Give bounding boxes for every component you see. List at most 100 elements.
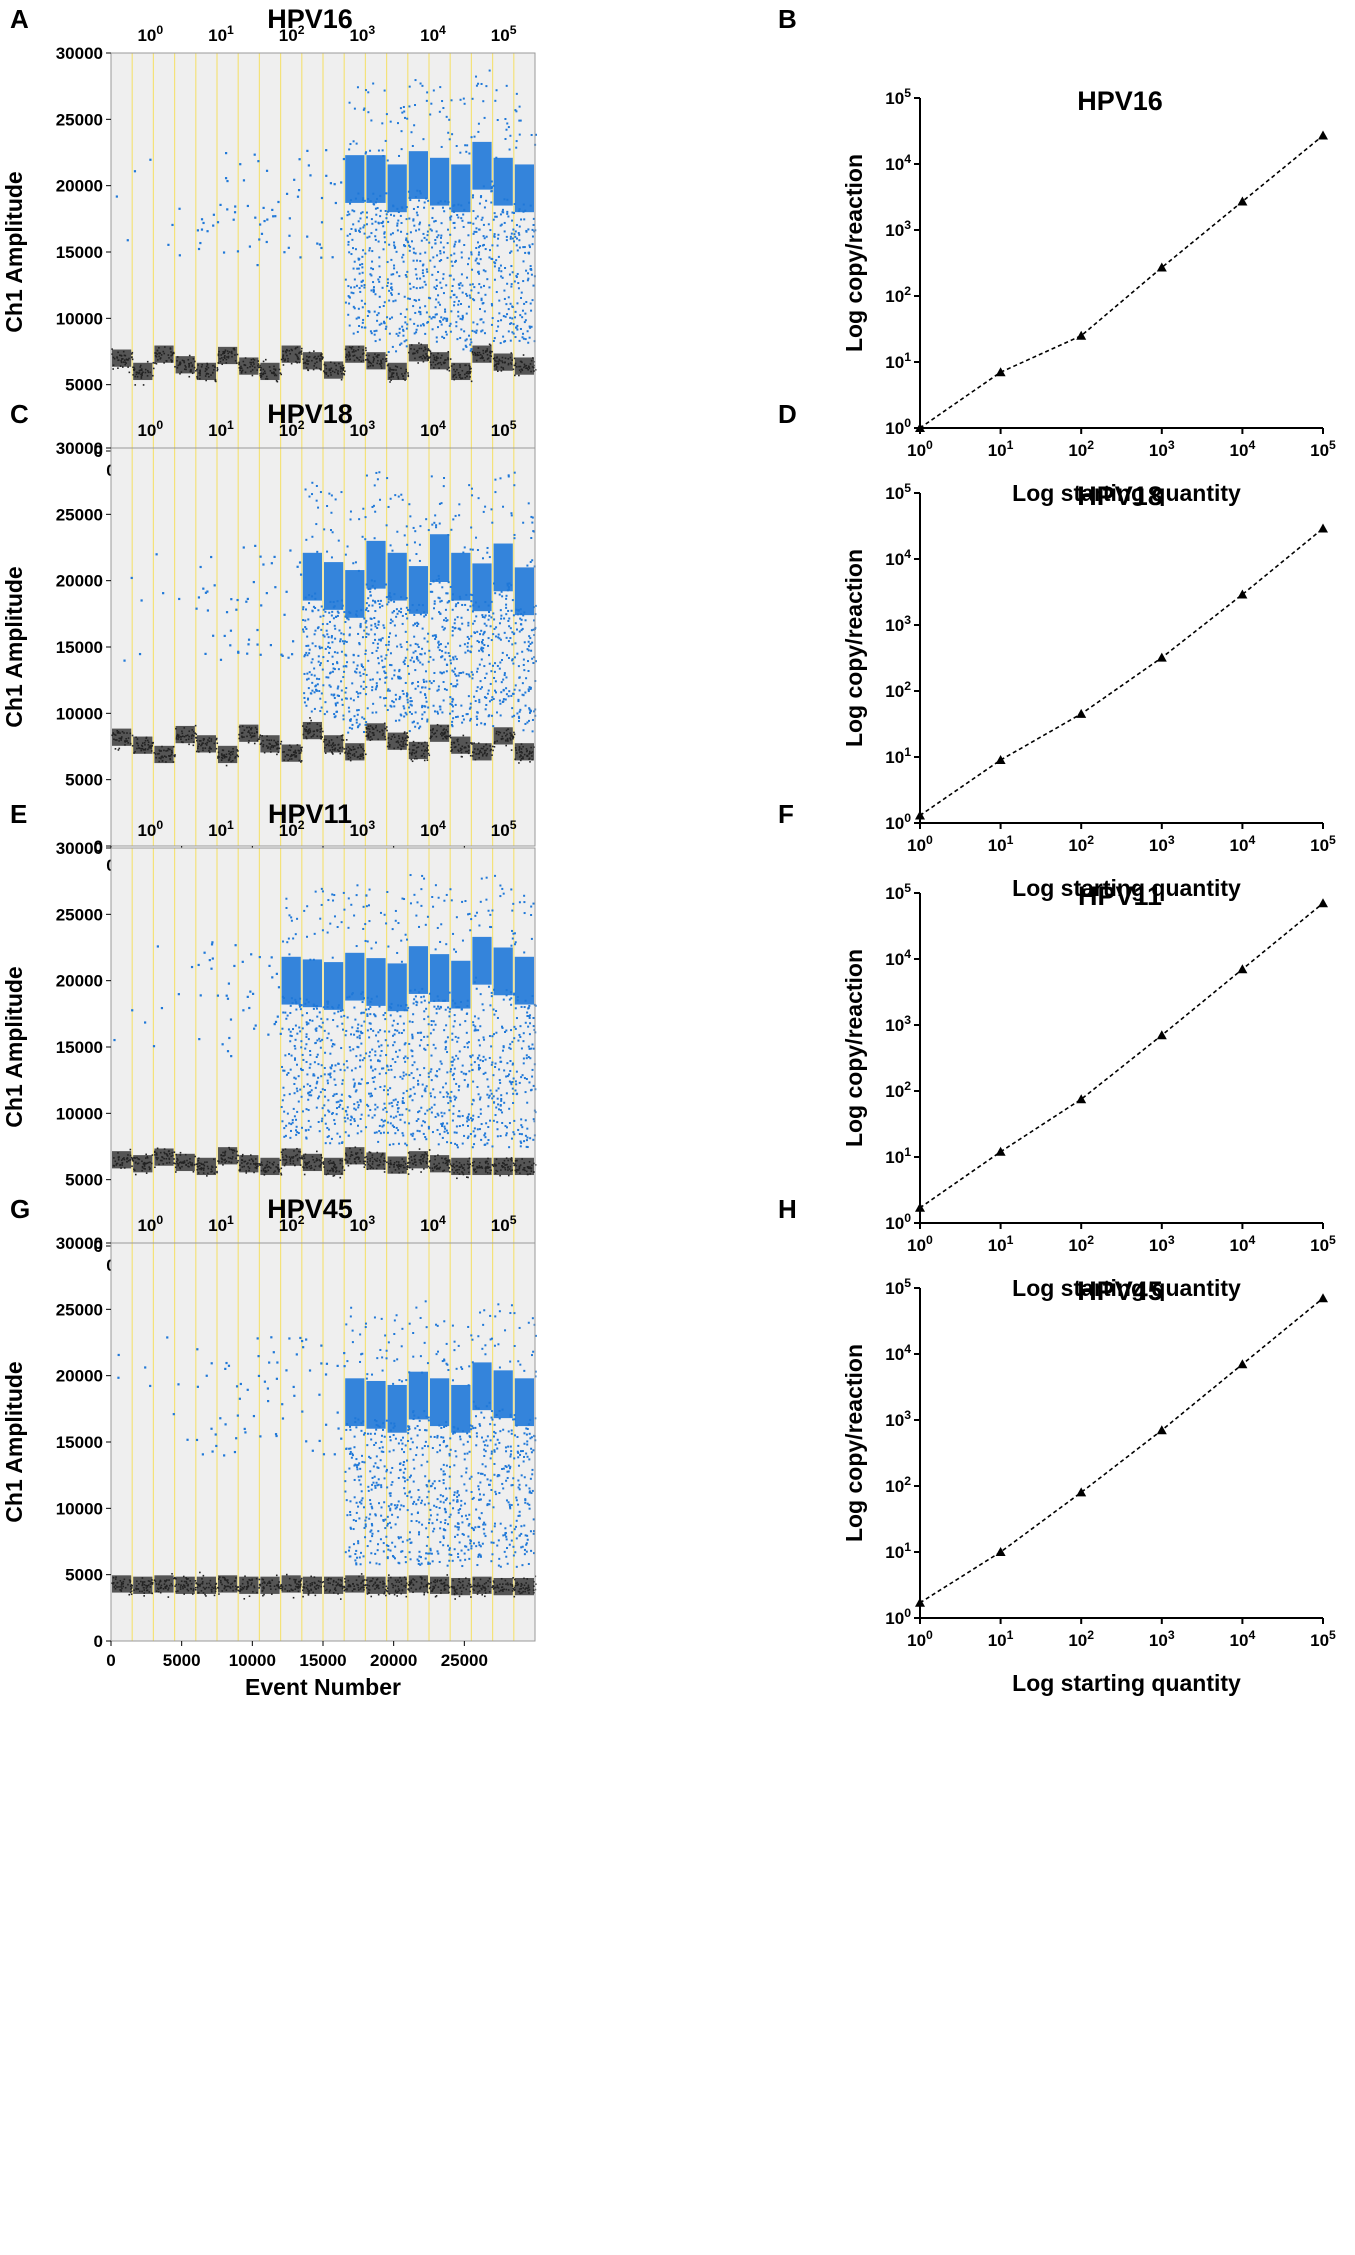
positive-droplet — [499, 609, 502, 612]
negative-droplet — [377, 1164, 380, 1167]
positive-droplet — [488, 556, 491, 559]
negative-droplet — [519, 365, 522, 368]
positive-droplet — [510, 584, 513, 587]
negative-droplet — [411, 1162, 414, 1165]
negative-droplet — [467, 745, 470, 747]
positive-droplet — [490, 323, 493, 326]
positive-droplet — [472, 222, 475, 225]
negative-droplet — [349, 752, 352, 755]
negative-droplet — [221, 357, 223, 359]
negative-droplet — [337, 370, 339, 372]
negative-droplet — [499, 1174, 501, 1177]
positive-droplet — [519, 119, 522, 122]
negative-droplet — [258, 736, 261, 738]
positive-droplet — [383, 89, 386, 92]
positive-droplet — [442, 318, 445, 321]
positive-droplet — [359, 227, 362, 230]
positive-droplet — [210, 967, 213, 970]
negative-droplet — [485, 754, 488, 757]
negative-droplet — [351, 351, 354, 353]
positive-droplet — [405, 345, 408, 348]
negative-droplet — [501, 1161, 504, 1164]
positive-droplet — [417, 685, 420, 688]
negative-droplet — [303, 1166, 305, 1169]
negative-droplet — [305, 737, 308, 740]
positive-droplet — [360, 299, 363, 302]
positive-droplet — [489, 682, 492, 685]
negative-droplet — [237, 1154, 239, 1157]
positive-droplet — [484, 270, 487, 273]
positive-droplet — [479, 318, 482, 321]
negative-droplet — [466, 1163, 469, 1165]
negative-droplet — [392, 369, 395, 371]
positive-droplet — [405, 339, 408, 342]
negative-droplet — [444, 735, 446, 738]
positive-droplet — [349, 233, 352, 236]
negative-droplet — [328, 744, 330, 747]
positive-droplet — [533, 230, 536, 233]
negative-droplet — [194, 732, 196, 735]
positive-droplet — [488, 286, 491, 289]
positive-droplet — [383, 670, 386, 673]
positive-droplet — [301, 1126, 304, 1129]
negative-droplet — [410, 1156, 413, 1158]
negative-droplet — [154, 362, 156, 364]
negative-droplet — [204, 747, 207, 750]
negative-droplet — [428, 356, 430, 359]
negative-droplet — [114, 748, 117, 750]
negative-droplet — [475, 1170, 478, 1173]
positive-band — [366, 155, 386, 203]
positive-droplet — [367, 198, 370, 201]
negative-droplet — [189, 1158, 191, 1160]
negative-droplet — [117, 367, 119, 369]
negative-droplet — [346, 358, 349, 361]
negative-droplet — [448, 1167, 450, 1169]
negative-droplet — [372, 364, 374, 367]
positive-droplet — [499, 702, 502, 705]
positive-droplet — [458, 287, 461, 290]
positive-droplet — [304, 619, 307, 622]
positive-droplet — [427, 706, 430, 709]
positive-droplet — [480, 82, 483, 85]
negative-droplet — [418, 1148, 421, 1150]
negative-droplet — [416, 757, 418, 760]
negative-droplet — [315, 1157, 318, 1160]
negative-droplet — [344, 370, 346, 373]
positive-droplet — [516, 328, 519, 331]
positive-droplet — [319, 662, 322, 665]
positive-droplet — [391, 611, 394, 614]
positive-droplet — [344, 278, 347, 281]
negative-droplet — [184, 364, 186, 367]
negative-droplet — [433, 356, 436, 359]
positive-droplet — [387, 648, 390, 651]
positive-droplet — [450, 703, 453, 706]
positive-droplet — [487, 689, 490, 692]
positive-droplet — [372, 268, 375, 271]
negative-droplet — [185, 739, 188, 741]
positive-droplet — [480, 195, 483, 198]
negative-droplet — [217, 353, 220, 355]
negative-droplet — [246, 726, 248, 729]
negative-droplet — [335, 1167, 337, 1170]
negative-droplet — [308, 722, 311, 725]
negative-droplet — [324, 752, 327, 754]
negative-droplet — [212, 364, 214, 367]
positive-droplet — [438, 611, 441, 614]
negative-droplet — [321, 736, 324, 738]
positive-droplet — [377, 662, 380, 665]
negative-droplet — [477, 748, 479, 751]
positive-droplet — [270, 956, 273, 959]
negative-droplet — [367, 736, 370, 738]
positive-droplet — [446, 228, 449, 231]
positive-droplet — [530, 325, 533, 328]
positive-droplet — [320, 605, 323, 608]
negative-droplet — [259, 743, 262, 746]
positive-droplet — [478, 698, 481, 701]
negative-droplet — [165, 750, 167, 752]
negative-droplet — [461, 369, 464, 372]
negative-droplet — [530, 370, 532, 373]
positive-droplet — [410, 240, 413, 243]
negative-droplet — [496, 357, 498, 359]
negative-droplet — [358, 359, 360, 361]
negative-droplet — [528, 758, 530, 760]
